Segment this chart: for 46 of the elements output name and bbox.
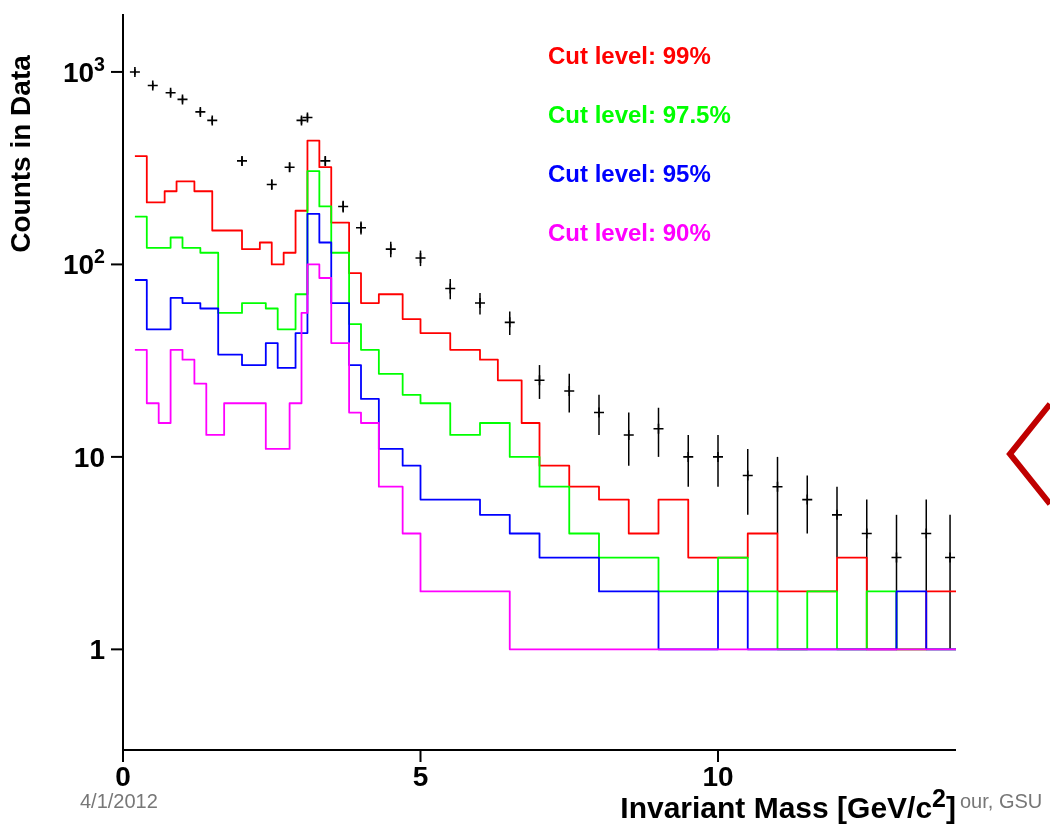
x-tick-label: 0 [115, 761, 131, 792]
point [622, 429, 635, 441]
text: Cut level: 99% [548, 42, 712, 70]
point [533, 374, 546, 387]
point [194, 106, 207, 118]
point [831, 509, 843, 521]
point [319, 155, 332, 167]
point [176, 93, 189, 106]
text: Cut level: 90% [548, 219, 712, 247]
point [384, 243, 397, 255]
point [563, 385, 576, 397]
point [593, 406, 605, 419]
point [652, 422, 665, 435]
y-tick-label: 1 [89, 634, 105, 666]
text: Cut level: 95% [548, 160, 712, 188]
point [337, 200, 349, 213]
y-tick-label: 10$^{2}$ [62, 245, 106, 281]
y-axis-title: Counts in Data [5, 54, 36, 253]
point [920, 527, 933, 540]
point [164, 86, 177, 99]
y-tick-label: 10$^{3}$ [62, 52, 106, 88]
point [265, 178, 278, 191]
point [944, 551, 956, 564]
point [283, 161, 296, 173]
point [860, 527, 873, 540]
point [741, 469, 754, 482]
text: Cut level: 97.5% [548, 101, 731, 129]
point [414, 252, 427, 264]
point [801, 493, 814, 506]
point [236, 155, 248, 167]
y-tick-label: 10 [73, 441, 105, 473]
point [682, 451, 695, 463]
point [712, 451, 724, 463]
point [355, 221, 367, 234]
point [474, 297, 486, 309]
point [771, 480, 784, 493]
text: 4/1/2012 [80, 790, 158, 813]
x-tick-label: 10 [702, 761, 734, 792]
point [444, 282, 457, 295]
point [206, 114, 219, 127]
point [129, 66, 141, 78]
text: our, GSU [960, 790, 1043, 813]
point [890, 551, 903, 564]
x-tick-label: 5 [412, 761, 429, 792]
point [146, 79, 159, 92]
point [503, 316, 516, 329]
